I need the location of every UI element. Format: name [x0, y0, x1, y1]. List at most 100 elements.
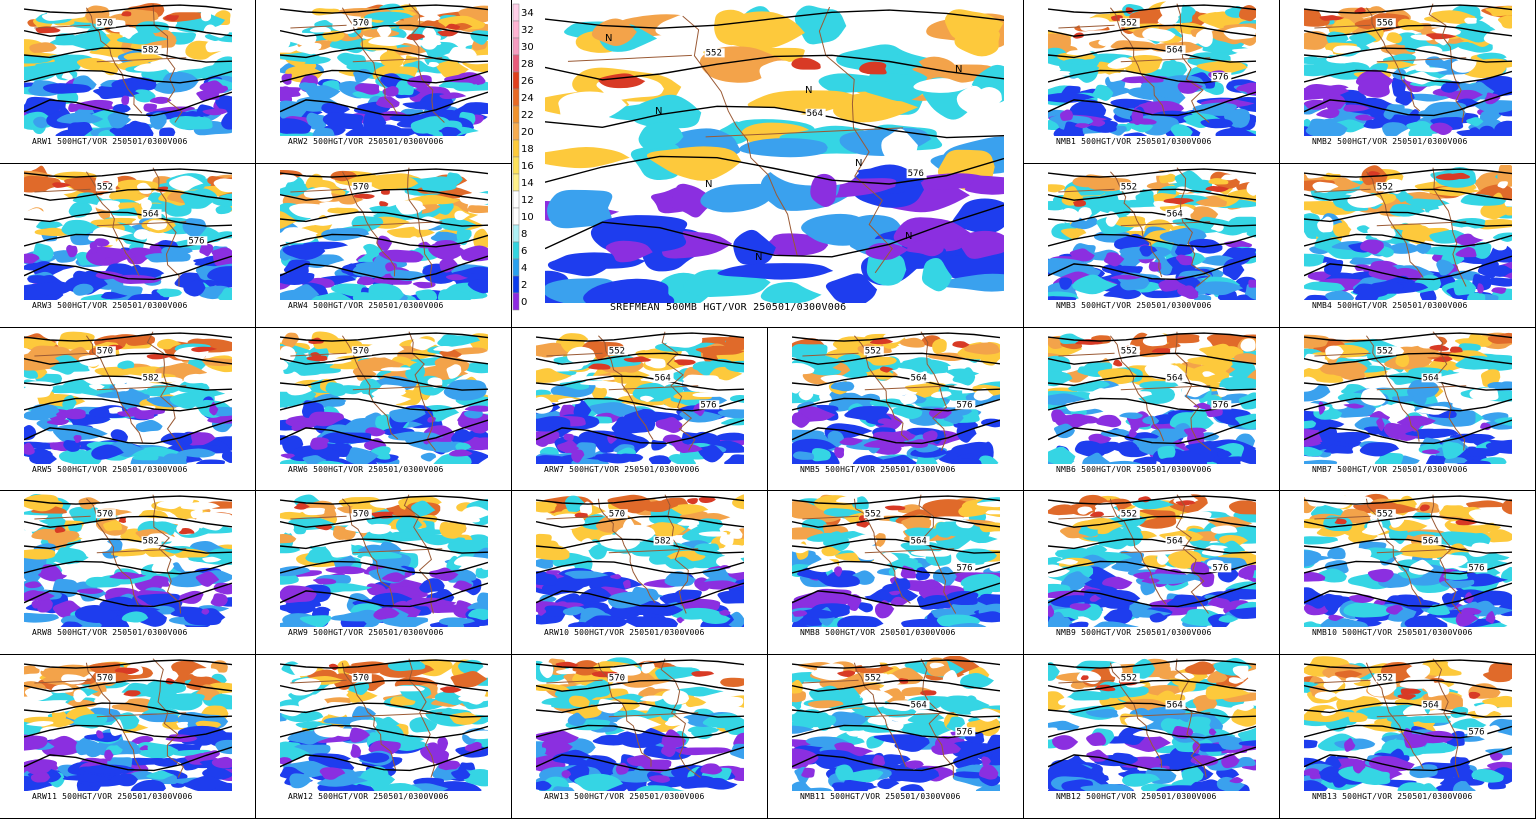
- vort-core: [1455, 611, 1479, 627]
- vort-gap: [692, 392, 727, 398]
- vort-gap: [1068, 702, 1080, 709]
- vort-core: [1343, 104, 1371, 112]
- panel-map: 570: [280, 329, 488, 464]
- contour-label: 564: [1423, 536, 1439, 546]
- vort-gap: [1473, 544, 1507, 550]
- height-contour: [280, 724, 488, 739]
- vort-gap: [195, 372, 231, 385]
- vort-area: [292, 284, 320, 300]
- vort-max: [1455, 518, 1479, 526]
- vort-gap: [910, 550, 951, 557]
- contour-label: 564: [911, 373, 927, 383]
- border-line: [1376, 57, 1467, 63]
- vort-core: [719, 609, 731, 616]
- vort-area: [1149, 612, 1168, 623]
- vort-area: [1334, 670, 1363, 679]
- contour-label-bg: [1119, 673, 1140, 683]
- vort-area: [455, 442, 472, 451]
- vort-core: [889, 590, 901, 596]
- vort-area: [1328, 18, 1360, 36]
- contour-label-bg: [187, 236, 208, 246]
- vort-core: [437, 736, 449, 752]
- contour-label-bg: [955, 727, 976, 737]
- vort-gap: [641, 661, 655, 674]
- vort-area: [207, 414, 232, 424]
- vort-core: [475, 78, 486, 85]
- vort-area: [611, 416, 656, 435]
- vort-max: [164, 14, 180, 22]
- height-contour: [1048, 495, 1256, 505]
- vort-area: [171, 660, 207, 675]
- vort-area: [72, 192, 103, 204]
- vort-gap: [1205, 6, 1224, 13]
- vort-area: [1418, 730, 1455, 744]
- height-contour: [536, 332, 744, 342]
- vort-area: [29, 42, 57, 54]
- vort-area: [184, 775, 230, 791]
- political-borders: [1314, 3, 1467, 123]
- vort-core: [66, 244, 78, 258]
- vort-gap: [1107, 57, 1132, 69]
- border-line: [96, 57, 187, 63]
- vort-area: [24, 424, 37, 441]
- vort-area: [312, 127, 335, 136]
- height-contour: [1048, 188, 1256, 201]
- vort-core: [312, 578, 337, 585]
- vort-area: [1083, 589, 1123, 608]
- vort-area: [1139, 245, 1158, 257]
- vort-area: [356, 752, 390, 763]
- vort-gap: [26, 721, 54, 727]
- vort-gap: [367, 343, 405, 358]
- vort-area: [330, 612, 374, 622]
- vort-area: [717, 590, 744, 604]
- border-line: [34, 679, 91, 684]
- vort-max: [1080, 675, 1089, 681]
- vort-area: [1142, 415, 1160, 425]
- vort-gap: [376, 25, 392, 38]
- border-line: [567, 54, 692, 62]
- vort-area: [1048, 184, 1065, 193]
- vort-area: [585, 615, 629, 627]
- vort-area: [93, 87, 140, 100]
- vort-max: [1429, 344, 1449, 351]
- colorbar-label: 20: [521, 127, 534, 138]
- panel-map: 570: [280, 165, 488, 300]
- colorbar-segment: [512, 258, 520, 277]
- vort-area: [882, 454, 918, 464]
- vort-area: [48, 354, 86, 375]
- vort-area: [738, 138, 828, 158]
- vort-center-label: N: [855, 158, 862, 169]
- contour-label: 564: [143, 209, 159, 219]
- vort-gap: [886, 720, 904, 731]
- vort-gap: [792, 362, 815, 375]
- vort-area: [110, 429, 128, 443]
- vort-core: [1089, 120, 1106, 127]
- vorticity-field: [536, 333, 744, 464]
- vort-gap: [1314, 691, 1337, 701]
- vort-area: [1465, 333, 1494, 347]
- vort-core: [25, 760, 53, 776]
- vort-area: [564, 570, 609, 579]
- vort-max: [123, 690, 141, 697]
- vort-core: [149, 575, 170, 587]
- vort-gap: [1156, 553, 1170, 565]
- vort-max: [674, 359, 696, 366]
- vort-core: [199, 80, 224, 94]
- vort-area: [1196, 60, 1248, 75]
- border-line: [597, 498, 656, 604]
- vort-area: [126, 247, 155, 265]
- border-line: [96, 385, 187, 391]
- vort-area: [305, 173, 323, 190]
- border-line: [608, 385, 699, 391]
- border-line: [802, 515, 859, 520]
- vort-area: [1304, 621, 1320, 627]
- vort-gap: [989, 563, 1000, 572]
- vort-center-label: N: [905, 231, 912, 242]
- height-contours: [24, 332, 232, 445]
- contour-label: 564: [807, 109, 823, 119]
- contour-label: 552: [1121, 18, 1137, 28]
- vort-gap: [1124, 716, 1154, 729]
